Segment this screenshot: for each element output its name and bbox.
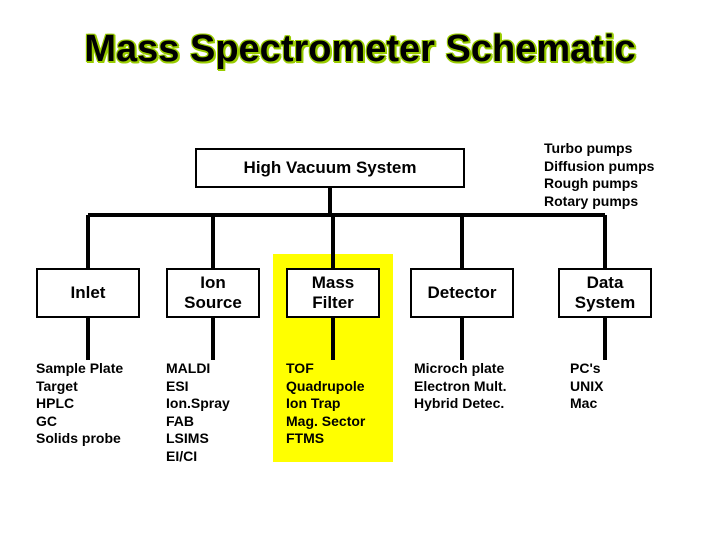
node-ion-source: Ion Source xyxy=(166,268,260,318)
node-mass-filter: Mass Filter xyxy=(286,268,380,318)
node-inlet: Inlet xyxy=(36,268,140,318)
data-system-list: PC's UNIX Mac xyxy=(570,360,603,413)
node-data-system: Data System xyxy=(558,268,652,318)
ion-source-list: MALDI ESI Ion.Spray FAB LSIMS EI/CI xyxy=(166,360,230,465)
inlet-list: Sample Plate Target HPLC GC Solids probe xyxy=(36,360,123,448)
vacuum-pump-list: Turbo pumps Diffusion pumps Rough pumps … xyxy=(544,140,654,210)
page-title: Mass Spectrometer Schematic xyxy=(0,28,720,71)
mass-filter-list: TOF Quadrupole Ion Trap Mag. Sector FTMS xyxy=(286,360,365,448)
detector-list: Microch plate Electron Mult. Hybrid Dete… xyxy=(414,360,507,413)
node-high-vacuum: High Vacuum System xyxy=(195,148,465,188)
node-detector: Detector xyxy=(410,268,514,318)
